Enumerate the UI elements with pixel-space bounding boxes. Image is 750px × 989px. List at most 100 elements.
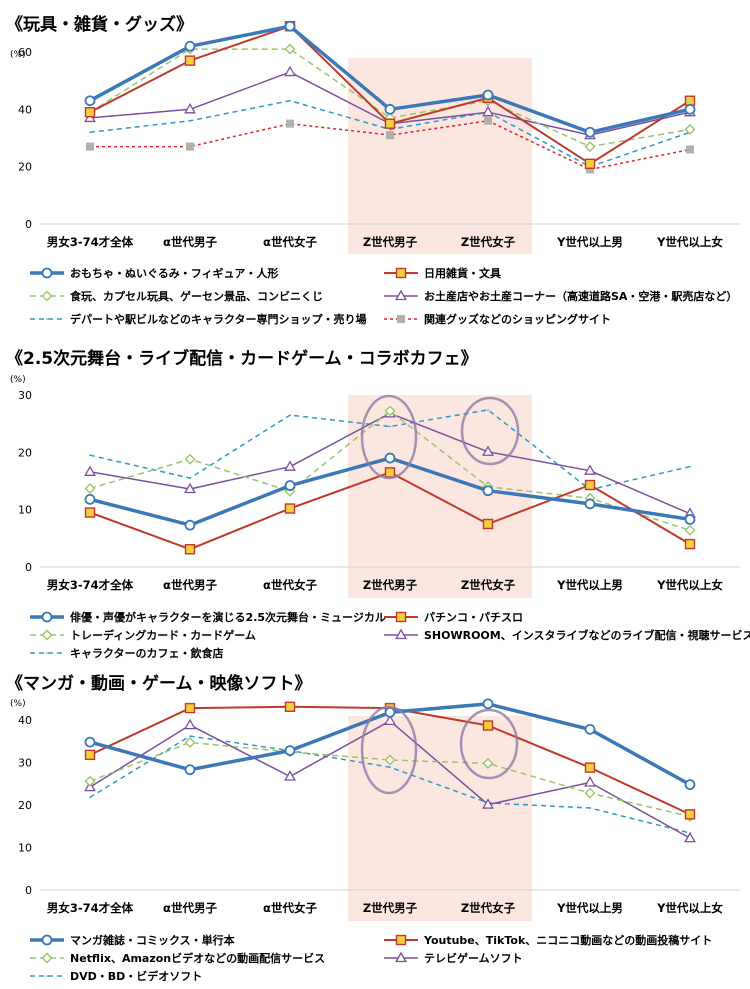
data-point (84, 775, 96, 787)
emphasis-circle (360, 394, 418, 480)
data-point (189, 120, 191, 122)
x-tick-label: Z世代男子 (363, 578, 418, 592)
data-point (184, 544, 196, 555)
legend-label: SHOWROOM、インスタライブなどのライブ配信・視聴サービス (424, 628, 750, 642)
data-point (686, 145, 694, 154)
data-point (384, 118, 396, 129)
data-point (184, 453, 196, 465)
data-point (184, 482, 196, 494)
legend-label: 俳優・声優がキャラクターを演じる2.5次元舞台・ミュージカル (70, 610, 386, 624)
highlight-band (348, 58, 532, 254)
x-tick-label: Y世代以上男 (556, 235, 623, 249)
x-tick-label: α世代男子 (163, 235, 217, 249)
data-point (89, 131, 91, 134)
x-tick-label: 男女3-74才全体 (47, 235, 134, 249)
data-point (389, 425, 391, 428)
y-tick-label: 40 (18, 714, 32, 727)
data-point (384, 754, 396, 766)
data-point (584, 479, 596, 491)
chart-title: 《マンガ・動画・ゲーム・映像ソフト》 (6, 673, 312, 694)
x-tick-label: 男女3-74才全体 (47, 901, 134, 915)
data-point (482, 798, 494, 809)
legend-marker (395, 628, 407, 640)
data-point (384, 706, 396, 718)
x-tick-label: Y世代以上男 (556, 901, 623, 915)
y-axis-unit: (%) (10, 699, 26, 709)
x-tick-label: Z世代男子 (363, 235, 418, 249)
legend-label: Youtube、TikTok、ニコニコ動画などの動画投稿サイト (423, 933, 712, 947)
x-tick-label: α世代女子 (263, 901, 317, 915)
legend-label: 関連グッズなどのショッピングサイト (424, 312, 611, 326)
x-tick-label: α世代男子 (163, 578, 217, 592)
data-point (589, 807, 591, 809)
data-point (86, 142, 94, 151)
data-point (584, 787, 596, 799)
data-point (389, 766, 391, 768)
chart-title: 《2.5次元舞台・ライブ配信・カードゲーム・コラボカフェ》 (6, 348, 478, 369)
legend-label: 日用雑貨・文具 (424, 266, 501, 280)
emphasis-circle (360, 705, 418, 795)
x-tick-label: Z世代女子 (461, 901, 516, 915)
data-point (684, 103, 696, 115)
legend-marker (395, 611, 407, 623)
data-point (482, 757, 494, 769)
x-tick-label: α世代女子 (263, 578, 317, 592)
x-tick-label: Z世代女子 (461, 235, 516, 249)
y-tick-label: 60 (18, 46, 32, 59)
data-point (482, 720, 494, 731)
y-tick-label: 30 (18, 389, 32, 402)
data-point (284, 745, 296, 756)
data-point (84, 507, 96, 518)
legend-label: テレビゲームソフト (424, 951, 523, 965)
data-point (487, 409, 489, 411)
data-point (284, 43, 296, 55)
data-point (284, 20, 296, 32)
highlight-band (348, 395, 532, 598)
data-point (584, 776, 596, 787)
data-point (584, 141, 596, 153)
data-point (384, 405, 396, 417)
legend-marker (397, 315, 405, 323)
legend-label: お土産店やお土産コーナー（高速道路SA・空港・駅売店など） (424, 289, 737, 303)
data-point (89, 796, 91, 799)
data-point (482, 105, 494, 117)
data-point (689, 465, 691, 468)
data-point (284, 503, 296, 514)
data-point (84, 749, 96, 761)
data-point (684, 779, 696, 790)
data-point (189, 735, 191, 737)
legend-marker (395, 289, 407, 301)
y-tick-label: 0 (25, 561, 32, 574)
data-point (89, 454, 91, 457)
x-tick-label: Y世代以上女 (656, 901, 723, 915)
x-tick-label: Z世代男子 (363, 901, 418, 915)
legend-marker (46, 975, 48, 977)
data-point (184, 718, 196, 730)
data-point (584, 464, 596, 475)
data-point (384, 103, 396, 115)
chart-2: 《2.5次元舞台・ライブ配信・カードゲーム・コラボカフェ》 (%) 0 10 20 30 男… (6, 348, 750, 660)
legend-marker (41, 952, 53, 964)
data-point (84, 736, 96, 748)
y-tick-label: 0 (25, 218, 32, 231)
chart-title: 《玩具・雑貨・グッズ》 (6, 14, 193, 35)
x-tick-label: 男女3-74才全体 (47, 578, 134, 592)
y-tick-label: 20 (18, 161, 32, 174)
data-point (84, 465, 96, 476)
data-point (284, 701, 296, 713)
x-tick-label: Y世代以上女 (656, 235, 723, 249)
data-point (684, 831, 696, 843)
data-point (584, 158, 596, 170)
legend-marker (395, 267, 407, 279)
chart-1: 《玩具・雑貨・グッズ》 (%) 0 20 40 60 男女3-74才全体 α世代男子 α世代女子… (6, 14, 740, 326)
data-point (186, 142, 194, 151)
data-point (184, 40, 196, 52)
data-point (284, 770, 296, 781)
legend-marker (395, 934, 407, 946)
data-point (384, 452, 396, 464)
emphasis-circle (459, 708, 519, 780)
legend-label: キャラクターのカフェ・飲食店 (70, 646, 224, 660)
data-point (84, 493, 96, 505)
data-point (184, 764, 196, 776)
legend-label: 食玩、カプセル玩具、ゲーセン景品、コンビニくじ (70, 289, 323, 303)
